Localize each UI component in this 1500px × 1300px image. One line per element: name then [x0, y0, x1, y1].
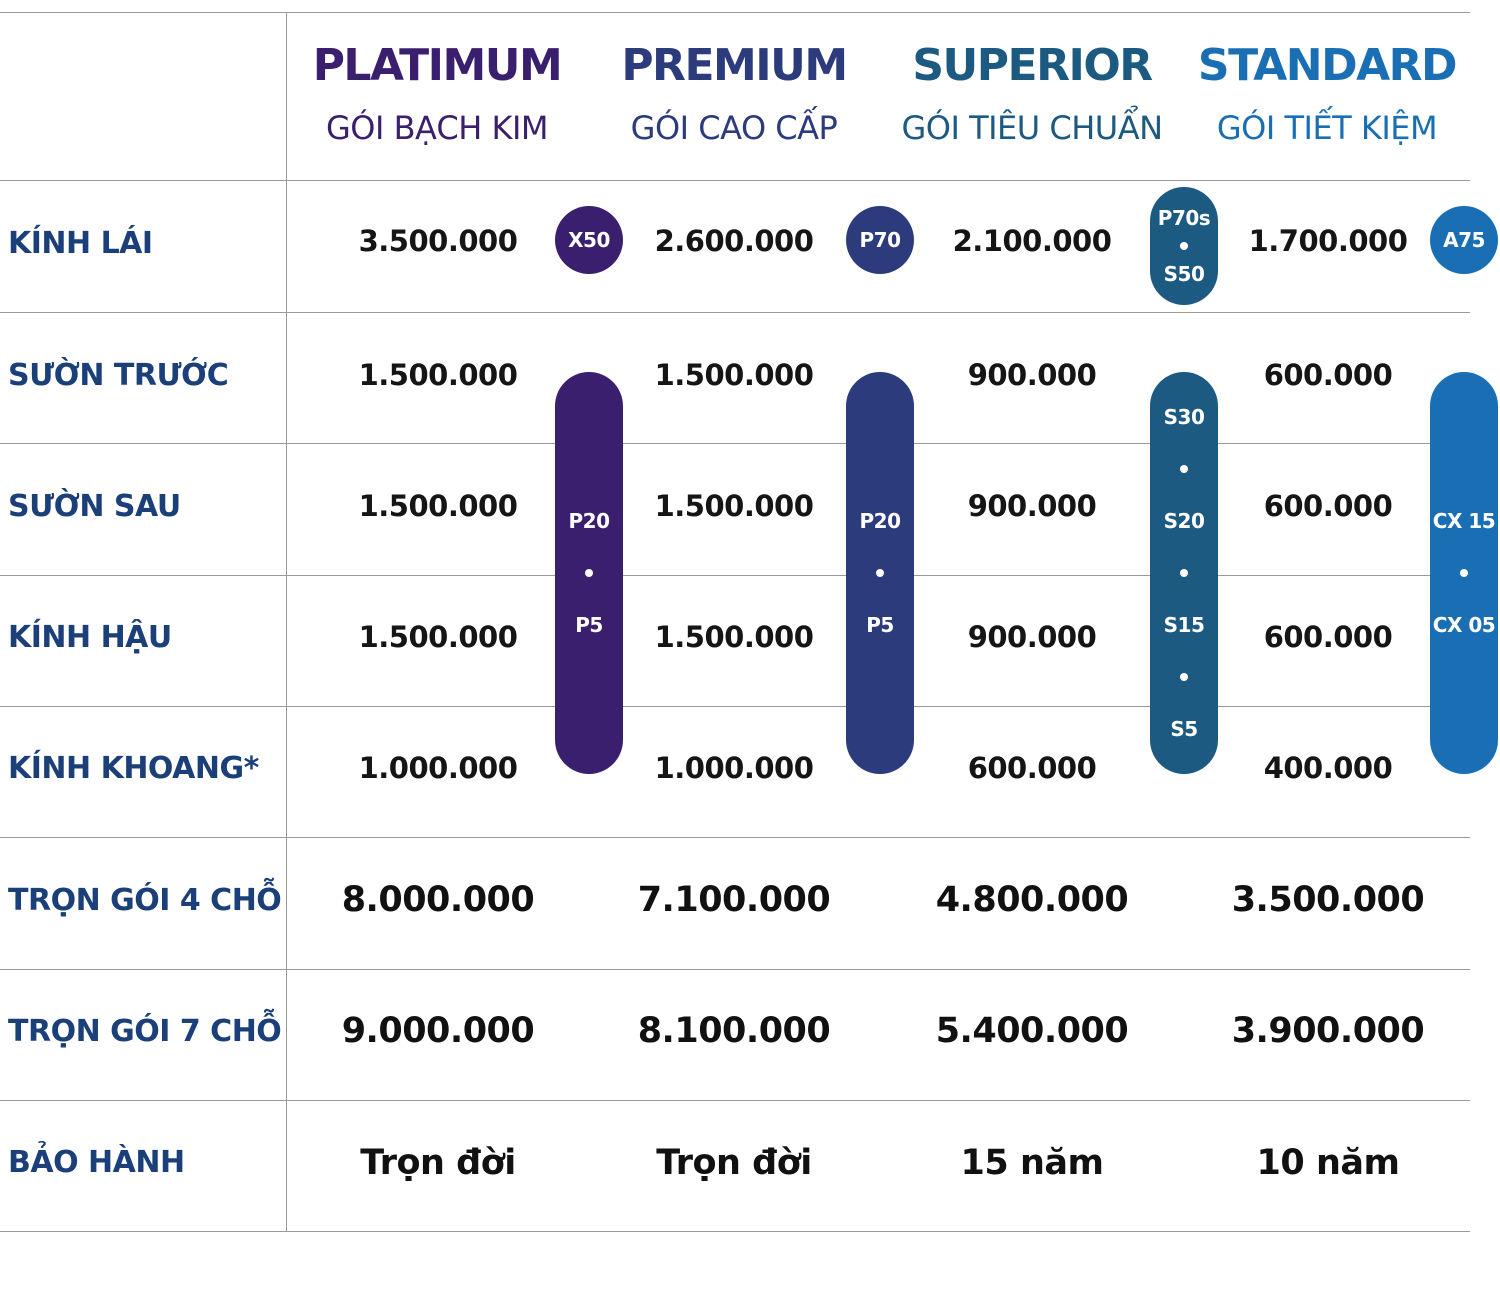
- badge-label: P5: [866, 613, 894, 637]
- plan-name-platinum: PLATIMUM: [312, 40, 563, 91]
- total-price-cell: 9.000.000: [341, 1011, 535, 1051]
- price-cell: 900.000: [967, 489, 1097, 523]
- badge-label: S5: [1170, 717, 1198, 741]
- plan-subtitle-premium: GÓI CAO CẤP: [630, 109, 838, 147]
- row-label-kinh-hau: KÍNH HẬU: [8, 620, 172, 655]
- grid-line-row-5: [0, 837, 1470, 838]
- grid-line-vertical: [286, 12, 287, 1232]
- total-price-cell: 5.400.000: [935, 1011, 1129, 1051]
- grid-line-row-6: [0, 969, 1470, 970]
- total-price-cell: 8.100.000: [637, 1011, 831, 1051]
- price-cell: 1.700.000: [1248, 224, 1408, 258]
- product-badge-a75: A75: [1430, 206, 1498, 274]
- warranty-cell: Trọn đời: [656, 1143, 812, 1183]
- badge-label: A75: [1443, 228, 1485, 252]
- product-badge-cx15-cx05: CX 15 CX 05: [1430, 372, 1498, 774]
- grid-line-row-2: [0, 443, 1470, 444]
- grid-line-top: [0, 12, 1470, 13]
- price-cell: 600.000: [1263, 620, 1393, 654]
- price-cell: 1.500.000: [358, 620, 518, 654]
- price-cell: 600.000: [1263, 358, 1393, 392]
- row-label-bao-hanh: BẢO HÀNH: [8, 1145, 185, 1180]
- badge-separator-dot: [585, 569, 593, 577]
- price-cell: 400.000: [1263, 751, 1393, 785]
- price-cell: 900.000: [967, 358, 1097, 392]
- badge-label: P20: [568, 509, 611, 533]
- badge-label: P70: [859, 228, 902, 252]
- grid-line-row-7: [0, 1100, 1470, 1101]
- product-badge-s30-s5: S30 S20 S15 S5: [1150, 372, 1218, 774]
- price-cell: 600.000: [1263, 489, 1393, 523]
- badge-label: P5: [575, 613, 603, 637]
- plan-name-premium: PREMIUM: [621, 40, 848, 91]
- badge-separator-dot: [1180, 242, 1188, 250]
- price-cell: 1.500.000: [654, 489, 814, 523]
- total-price-cell: 7.100.000: [637, 880, 831, 920]
- plan-subtitle-standard: GÓI TIẾT KIỆM: [1216, 109, 1438, 147]
- grid-line-row-1: [0, 312, 1470, 313]
- product-badge-p70s-s50: P70s S50: [1150, 187, 1218, 305]
- price-cell: 1.500.000: [654, 620, 814, 654]
- plan-name-standard: STANDARD: [1197, 40, 1458, 91]
- badge-label: P70s: [1157, 206, 1211, 230]
- row-label-kinh-lai: KÍNH LÁI: [8, 226, 153, 261]
- badge-separator-dot: [1180, 569, 1188, 577]
- total-price-cell: 4.800.000: [935, 880, 1129, 920]
- warranty-cell: 15 năm: [960, 1143, 1104, 1183]
- badge-separator-dot: [1460, 569, 1468, 577]
- total-price-cell: 3.500.000: [1231, 880, 1425, 920]
- badge-separator-dot: [1180, 673, 1188, 681]
- price-cell: 1.500.000: [358, 358, 518, 392]
- badge-label: S15: [1163, 613, 1205, 637]
- grid-line-bottom: [0, 1231, 1470, 1232]
- warranty-cell: 10 năm: [1256, 1143, 1400, 1183]
- badge-label: S50: [1163, 262, 1205, 286]
- row-label-suon-truoc: SƯỜN TRƯỚC: [8, 358, 229, 393]
- badge-label: CX 05: [1432, 613, 1496, 637]
- badge-label: S30: [1163, 405, 1205, 429]
- total-price-cell: 8.000.000: [341, 880, 535, 920]
- row-label-tron-goi-7-cho: TRỌN GÓI 7 CHỖ: [8, 1014, 282, 1049]
- badge-label: P20: [859, 509, 902, 533]
- plan-name-superior: SUPERIOR: [912, 40, 1153, 91]
- badge-label: X50: [568, 228, 610, 252]
- plan-subtitle-platinum: GÓI BẠCH KIM: [325, 109, 549, 147]
- price-cell: 1.500.000: [358, 489, 518, 523]
- total-price-cell: 3.900.000: [1231, 1011, 1425, 1051]
- grid-line-header: [0, 180, 1470, 181]
- badge-separator-dot: [1180, 465, 1188, 473]
- plan-subtitle-superior: GÓI TIÊU CHUẨN: [901, 109, 1163, 147]
- price-cell: 2.100.000: [952, 224, 1112, 258]
- price-cell: 2.600.000: [654, 224, 814, 258]
- price-cell: 1.000.000: [654, 751, 814, 785]
- price-cell: 600.000: [967, 751, 1097, 785]
- price-cell: 3.500.000: [358, 224, 518, 258]
- product-badge-p20-p5-platinum: P20 P5: [555, 372, 623, 774]
- grid-line-row-3: [0, 575, 1470, 576]
- product-badge-x50: X50: [555, 206, 623, 274]
- product-badge-p20-p5-premium: P20 P5: [846, 372, 914, 774]
- warranty-cell: Trọn đời: [360, 1143, 516, 1183]
- badge-label: S20: [1163, 509, 1205, 533]
- price-cell: 1.500.000: [654, 358, 814, 392]
- grid-line-row-4: [0, 706, 1470, 707]
- row-label-suon-sau: SƯỜN SAU: [8, 489, 181, 524]
- price-cell: 1.000.000: [358, 751, 518, 785]
- badge-label: CX 15: [1432, 509, 1496, 533]
- product-badge-p70: P70: [846, 206, 914, 274]
- row-label-tron-goi-4-cho: TRỌN GÓI 4 CHỖ: [8, 883, 282, 918]
- price-cell: 900.000: [967, 620, 1097, 654]
- row-label-kinh-khoang: KÍNH KHOANG*: [8, 751, 259, 786]
- badge-separator-dot: [876, 569, 884, 577]
